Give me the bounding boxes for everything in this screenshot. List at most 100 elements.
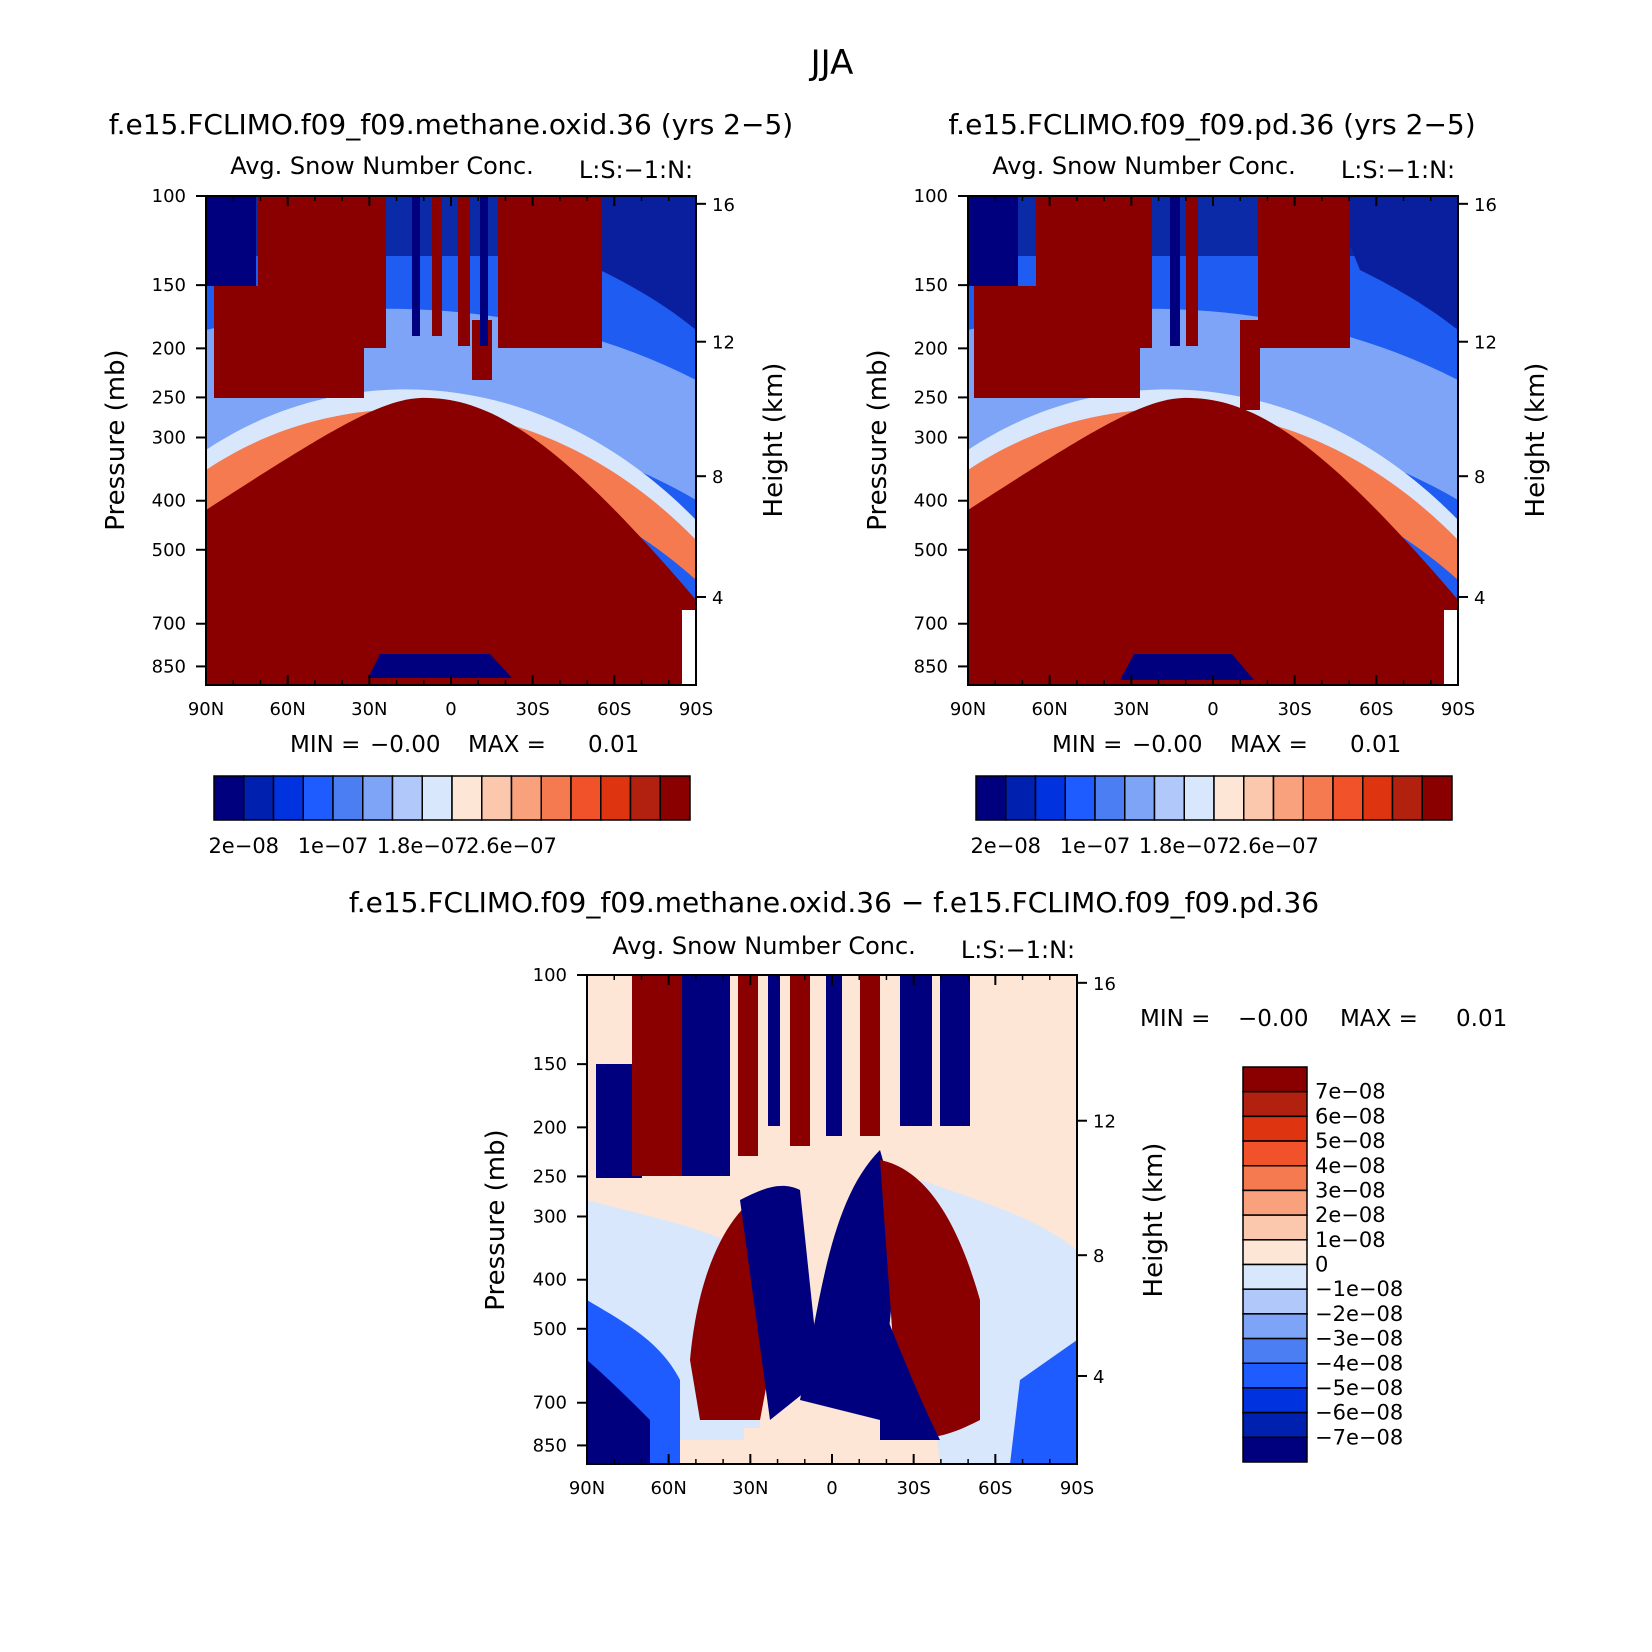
x-tick-label: 90N [950,699,986,720]
panel-subtitle: Avg. Snow Number Conc. [612,932,916,960]
field-band [1444,610,1458,685]
colorbar-box [1242,1436,1308,1463]
x-tick-label: 0 [826,1478,837,1499]
colorbar-label: 1e−08 [1315,1228,1386,1252]
y-tick-label: 700 [533,1393,567,1414]
y-tick-label-right: 16 [1474,195,1497,216]
field-band [214,286,364,398]
max-label: MAX = [1340,1006,1418,1032]
field-band [800,1150,900,1420]
axes: 90N 60N 30N 0 30S 60S 90S 100 150 200 250 300 400 500… [152,186,735,720]
y-tick-label: 100 [152,186,186,207]
field-band [1258,198,1350,348]
x-tick-label: 30S [515,699,549,720]
colorbar-box [332,775,364,821]
y-tick-label: 850 [914,656,948,677]
field-band [682,610,696,685]
heatmap-field [968,196,1458,685]
colorbar-box [1213,775,1245,821]
y-tick-label: 250 [533,1166,567,1187]
y-tick-label: 200 [914,338,948,359]
colorbar-label: −5e−08 [1315,1376,1403,1400]
y-axis-label-right: Height (km) [1521,363,1551,518]
colorbar-box [1242,1239,1308,1266]
heatmap-field [587,975,1077,1464]
panel-pd: f.e15.FCLIMO.f09_f09.pd.36 (yrs 2−5) Avg… [863,108,1551,858]
field-band [860,976,880,1136]
max-value: 0.01 [588,732,639,758]
colorbar-box [1094,775,1126,821]
colorbar-box [243,775,275,821]
field-band [738,976,758,1156]
y-tick-label-right: 8 [1474,467,1485,488]
colorbar-box [1124,775,1156,821]
colorbar-box [1332,775,1364,821]
y-tick-label: 500 [914,540,948,561]
colorbar-box [1153,775,1185,821]
colorbar-box [451,775,483,821]
colorbar-label: 3e−08 [1315,1178,1386,1202]
y-tick-label: 500 [152,540,186,561]
colorbar-box [1005,775,1037,821]
field-band [1330,196,1458,330]
min-value: −0.00 [1238,1006,1308,1032]
field-band [368,654,512,678]
units-label: L:S:−1:N: [1341,156,1455,184]
y-tick-label-right: 12 [1093,1112,1116,1133]
x-tick-label: 90N [188,699,224,720]
colorbar-label: −4e−08 [1315,1351,1403,1375]
y-tick-label: 150 [533,1054,567,1075]
field-band [498,198,602,348]
field-band [632,976,682,1176]
x-tick-label: 30N [351,699,387,720]
field-band [744,1428,874,1464]
y-tick-label: 700 [152,614,186,635]
colorbar-box [1302,775,1334,821]
y-tick-label-right: 8 [712,467,723,488]
field-band [1170,196,1180,346]
colorbar-box [1391,775,1423,821]
y-axis-label-right: Height (km) [759,363,789,518]
field-band [1120,654,1254,680]
x-tick-label: 30N [732,1478,768,1499]
colorbar-label: 2e−08 [1315,1203,1386,1227]
field-band [900,976,932,1126]
colorbar-label: 7e−08 [1315,1080,1386,1104]
colorbar-box [391,775,423,821]
colorbar-box [1034,775,1066,821]
y-tick-label: 400 [533,1270,567,1291]
min-label: MIN = [1140,1006,1210,1032]
x-tick-label: 0 [1207,699,1218,720]
colorbar-label: −2e−08 [1315,1302,1403,1326]
colorbar: 2e−08 1e−07 1.8e−072.6e−07 [208,775,691,858]
x-tick-label: 60N [1031,699,1067,720]
colorbar-label: 1.8e−07 [1139,834,1230,858]
y-tick-label: 250 [152,387,186,408]
max-label: MAX = [1230,732,1308,758]
field-band [790,976,810,1146]
y-tick-label: 150 [914,275,948,296]
y-tick-label: 300 [152,427,186,448]
y-tick-label-right: 12 [1474,333,1497,354]
colorbar-box [975,775,1007,821]
y-tick-label: 250 [914,387,948,408]
colorbar-box [1362,775,1394,821]
y-axis-label: Pressure (mb) [101,349,131,530]
y-axis-label: Pressure (mb) [863,349,893,530]
colorbar-box [600,775,632,821]
panel-title: f.e15.FCLIMO.f09_f09.pd.36 (yrs 2−5) [948,108,1475,141]
colorbar-box [1242,1288,1308,1315]
field-band [1010,1340,1077,1464]
colorbar-box [362,775,394,821]
field-band [968,196,1018,286]
panel-difference: f.e15.FCLIMO.f09_f09.methane.oxid.36 − f… [349,886,1507,1499]
y-tick-label: 400 [914,491,948,512]
x-tick-label: 90N [569,1478,605,1499]
max-label: MAX = [468,732,546,758]
page-title: JJA [809,43,854,83]
panel-subtitle: Avg. Snow Number Conc. [992,152,1296,180]
y-tick-label: 500 [533,1319,567,1340]
y-tick-label-right: 16 [712,195,735,216]
y-tick-label: 200 [152,338,186,359]
y-tick-label-right: 16 [1093,974,1116,995]
